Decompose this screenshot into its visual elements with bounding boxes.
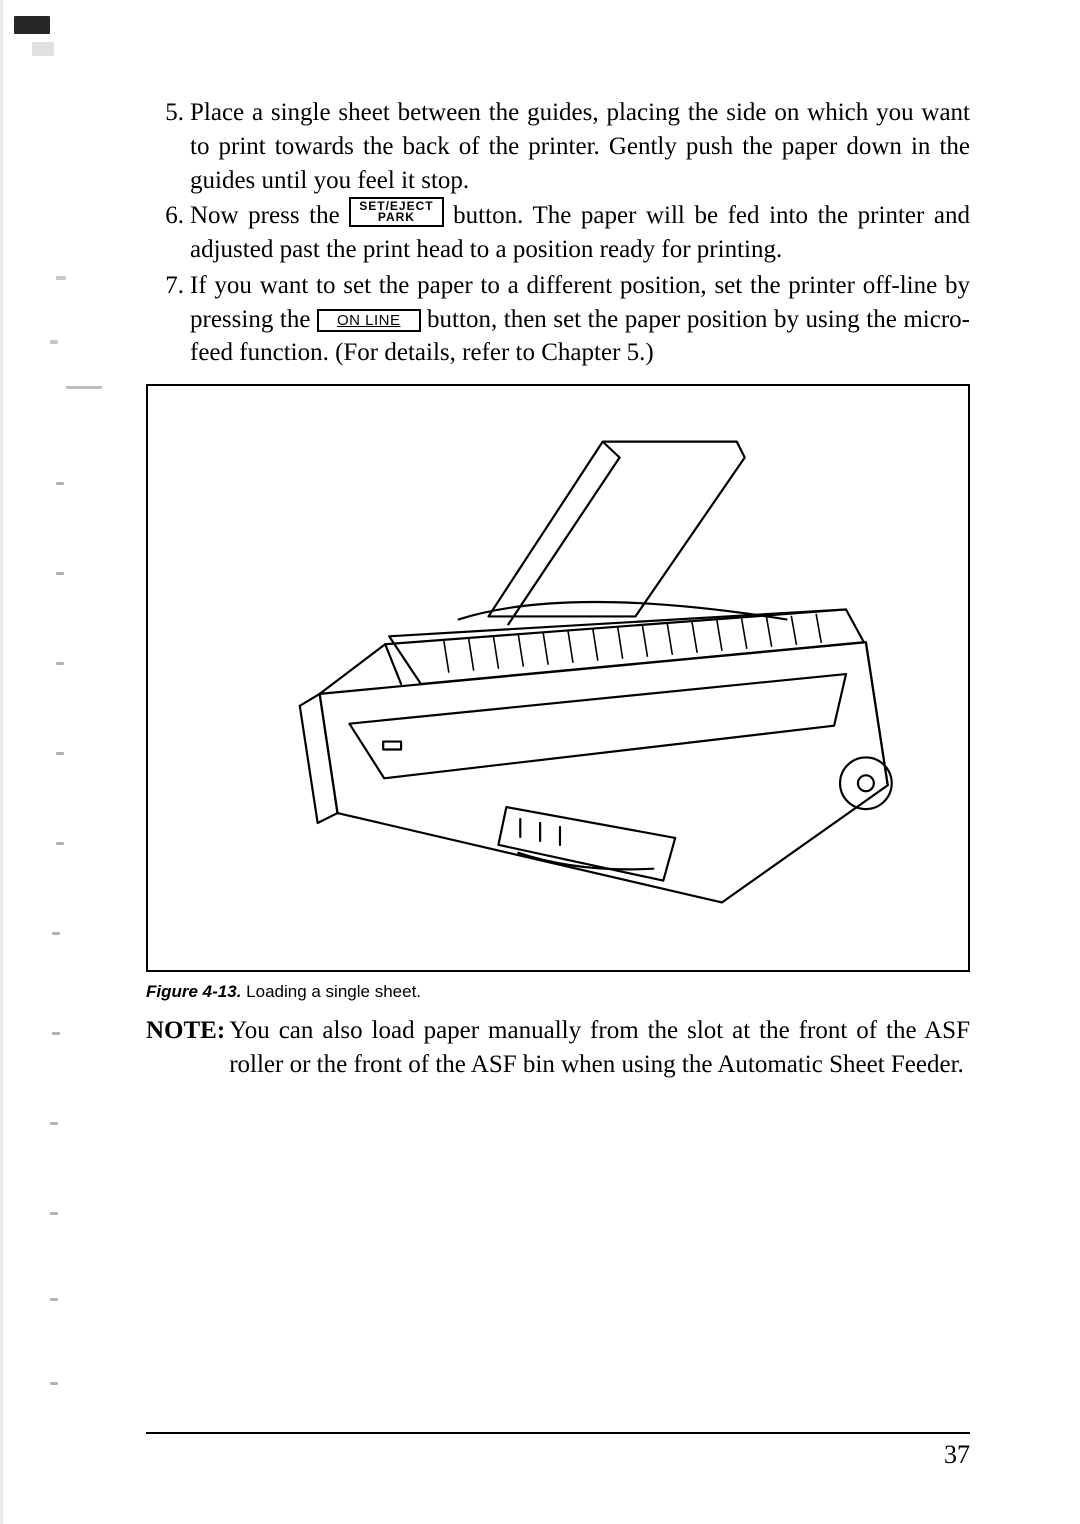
step-number: 5. — [146, 96, 190, 130]
printer-illustration — [148, 386, 968, 970]
step-text: If you want to set the paper to a differ… — [190, 269, 970, 370]
step-6: 6. Now press the SET/EJECTPARK button. T… — [146, 199, 970, 267]
step-7: 7. If you want to set the paper to a dif… — [146, 269, 970, 370]
step-text: Now press the SET/EJECTPARK button. The … — [190, 199, 970, 267]
figure-label: Figure 4-13. — [146, 982, 241, 1001]
footer-rule — [146, 1432, 970, 1434]
step-number: 7. — [146, 269, 190, 303]
step-5: 5. Place a single sheet between the guid… — [146, 96, 970, 197]
figure-caption: Figure 4-13. Loading a single sheet. — [146, 982, 970, 1002]
step-text: Place a single sheet between the guides,… — [190, 96, 970, 197]
note-text: You can also load paper manually from th… — [229, 1014, 970, 1082]
page-content: 5. Place a single sheet between the guid… — [0, 0, 1080, 1524]
instruction-list: 5. Place a single sheet between the guid… — [146, 96, 970, 370]
step-number: 6. — [146, 199, 190, 233]
figure-caption-text: Loading a single sheet. — [246, 982, 421, 1001]
page-number: 37 — [944, 1440, 970, 1470]
figure-box — [146, 384, 970, 972]
note-block: NOTE: You can also load paper manually f… — [146, 1014, 970, 1082]
note-label: NOTE: — [146, 1014, 229, 1048]
